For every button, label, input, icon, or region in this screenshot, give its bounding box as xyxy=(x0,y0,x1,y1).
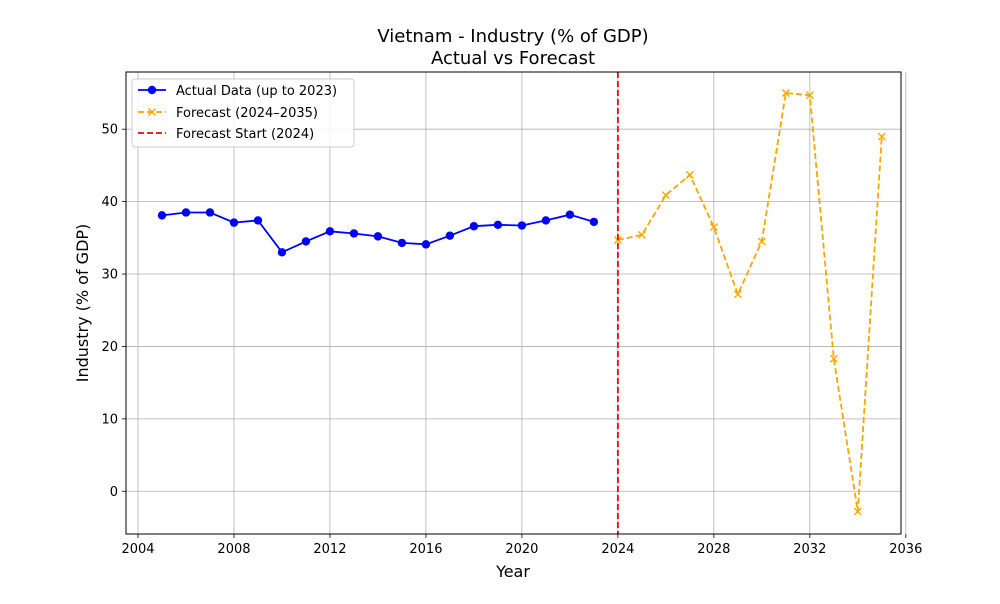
x-tick-label: 2032 xyxy=(793,542,826,557)
y-axis-label: Industry (% of GDP) xyxy=(73,224,92,383)
actual-data-point xyxy=(301,237,311,246)
forecast-data-point xyxy=(877,132,886,141)
legend-forecast-start-label: Forecast Start (2024) xyxy=(176,127,314,142)
legend: Actual Data (up to 2023) Forecast (2024–… xyxy=(131,78,355,148)
actual-data-point xyxy=(493,220,503,229)
x-tick-label: 2012 xyxy=(313,542,346,557)
actual-data-point xyxy=(421,240,431,249)
x-tick-label: 2008 xyxy=(217,542,250,557)
y-tick-label: 0 xyxy=(110,485,118,500)
forecast-data-point xyxy=(637,230,646,239)
axis-ticks: 2004 2008 2012 2016 2020 2024 2028 2032 2036 0 10 2… xyxy=(101,123,922,557)
x-tick-label: 2024 xyxy=(601,542,634,557)
actual-data-point xyxy=(397,238,407,248)
forecast-data-point xyxy=(709,222,718,231)
x-tick-label: 2016 xyxy=(409,542,442,557)
x-tick-label: 2028 xyxy=(697,542,730,557)
actual-data-point xyxy=(205,208,215,217)
legend-box xyxy=(131,78,355,148)
x-axis-label: Year xyxy=(495,562,530,581)
series-line-forecast xyxy=(617,92,883,512)
actual-data-point xyxy=(277,248,287,257)
actual-data-point xyxy=(445,231,455,240)
actual-data-point xyxy=(469,222,479,231)
legend-actual-marker xyxy=(147,85,157,95)
series-lines xyxy=(157,72,886,534)
x-tick-label: 2020 xyxy=(505,542,538,557)
actual-data-point xyxy=(181,208,191,217)
actual-data-point xyxy=(325,227,335,236)
x-tick-label: 2004 xyxy=(121,542,154,557)
forecast-data-point xyxy=(733,290,742,299)
actual-data-point xyxy=(565,210,575,219)
actual-data-point xyxy=(253,216,263,225)
forecast-data-point xyxy=(829,354,838,363)
legend-forecast-marker xyxy=(148,108,156,116)
x-tick-label: 2036 xyxy=(889,542,922,557)
y-tick-label: 30 xyxy=(101,268,118,283)
forecast-data-point xyxy=(853,507,862,516)
y-tick-label: 20 xyxy=(101,340,118,355)
plot-frame xyxy=(125,71,902,535)
actual-data-point xyxy=(229,218,239,227)
forecast-data-point xyxy=(757,237,766,246)
y-tick-label: 50 xyxy=(101,123,118,138)
actual-data-point xyxy=(373,232,383,241)
actual-data-point xyxy=(541,216,551,225)
forecast-data-point xyxy=(661,191,670,200)
legend-actual-label: Actual Data (up to 2023) xyxy=(176,84,337,99)
actual-data-point xyxy=(349,229,359,238)
actual-data-point xyxy=(589,217,599,227)
chart-subtitle: Actual vs Forecast xyxy=(431,48,595,69)
forecast-data-point xyxy=(781,89,790,97)
legend-forecast-label: Forecast (2024–2035) xyxy=(176,106,318,121)
y-tick-label: 10 xyxy=(101,412,118,427)
actual-data-point xyxy=(157,211,167,220)
actual-data-point xyxy=(517,221,527,230)
forecast-data-point xyxy=(805,91,814,100)
chart-title: Vietnam - Industry (% of GDP) xyxy=(377,26,648,47)
y-tick-label: 40 xyxy=(101,195,118,210)
forecast-data-point xyxy=(685,170,694,179)
